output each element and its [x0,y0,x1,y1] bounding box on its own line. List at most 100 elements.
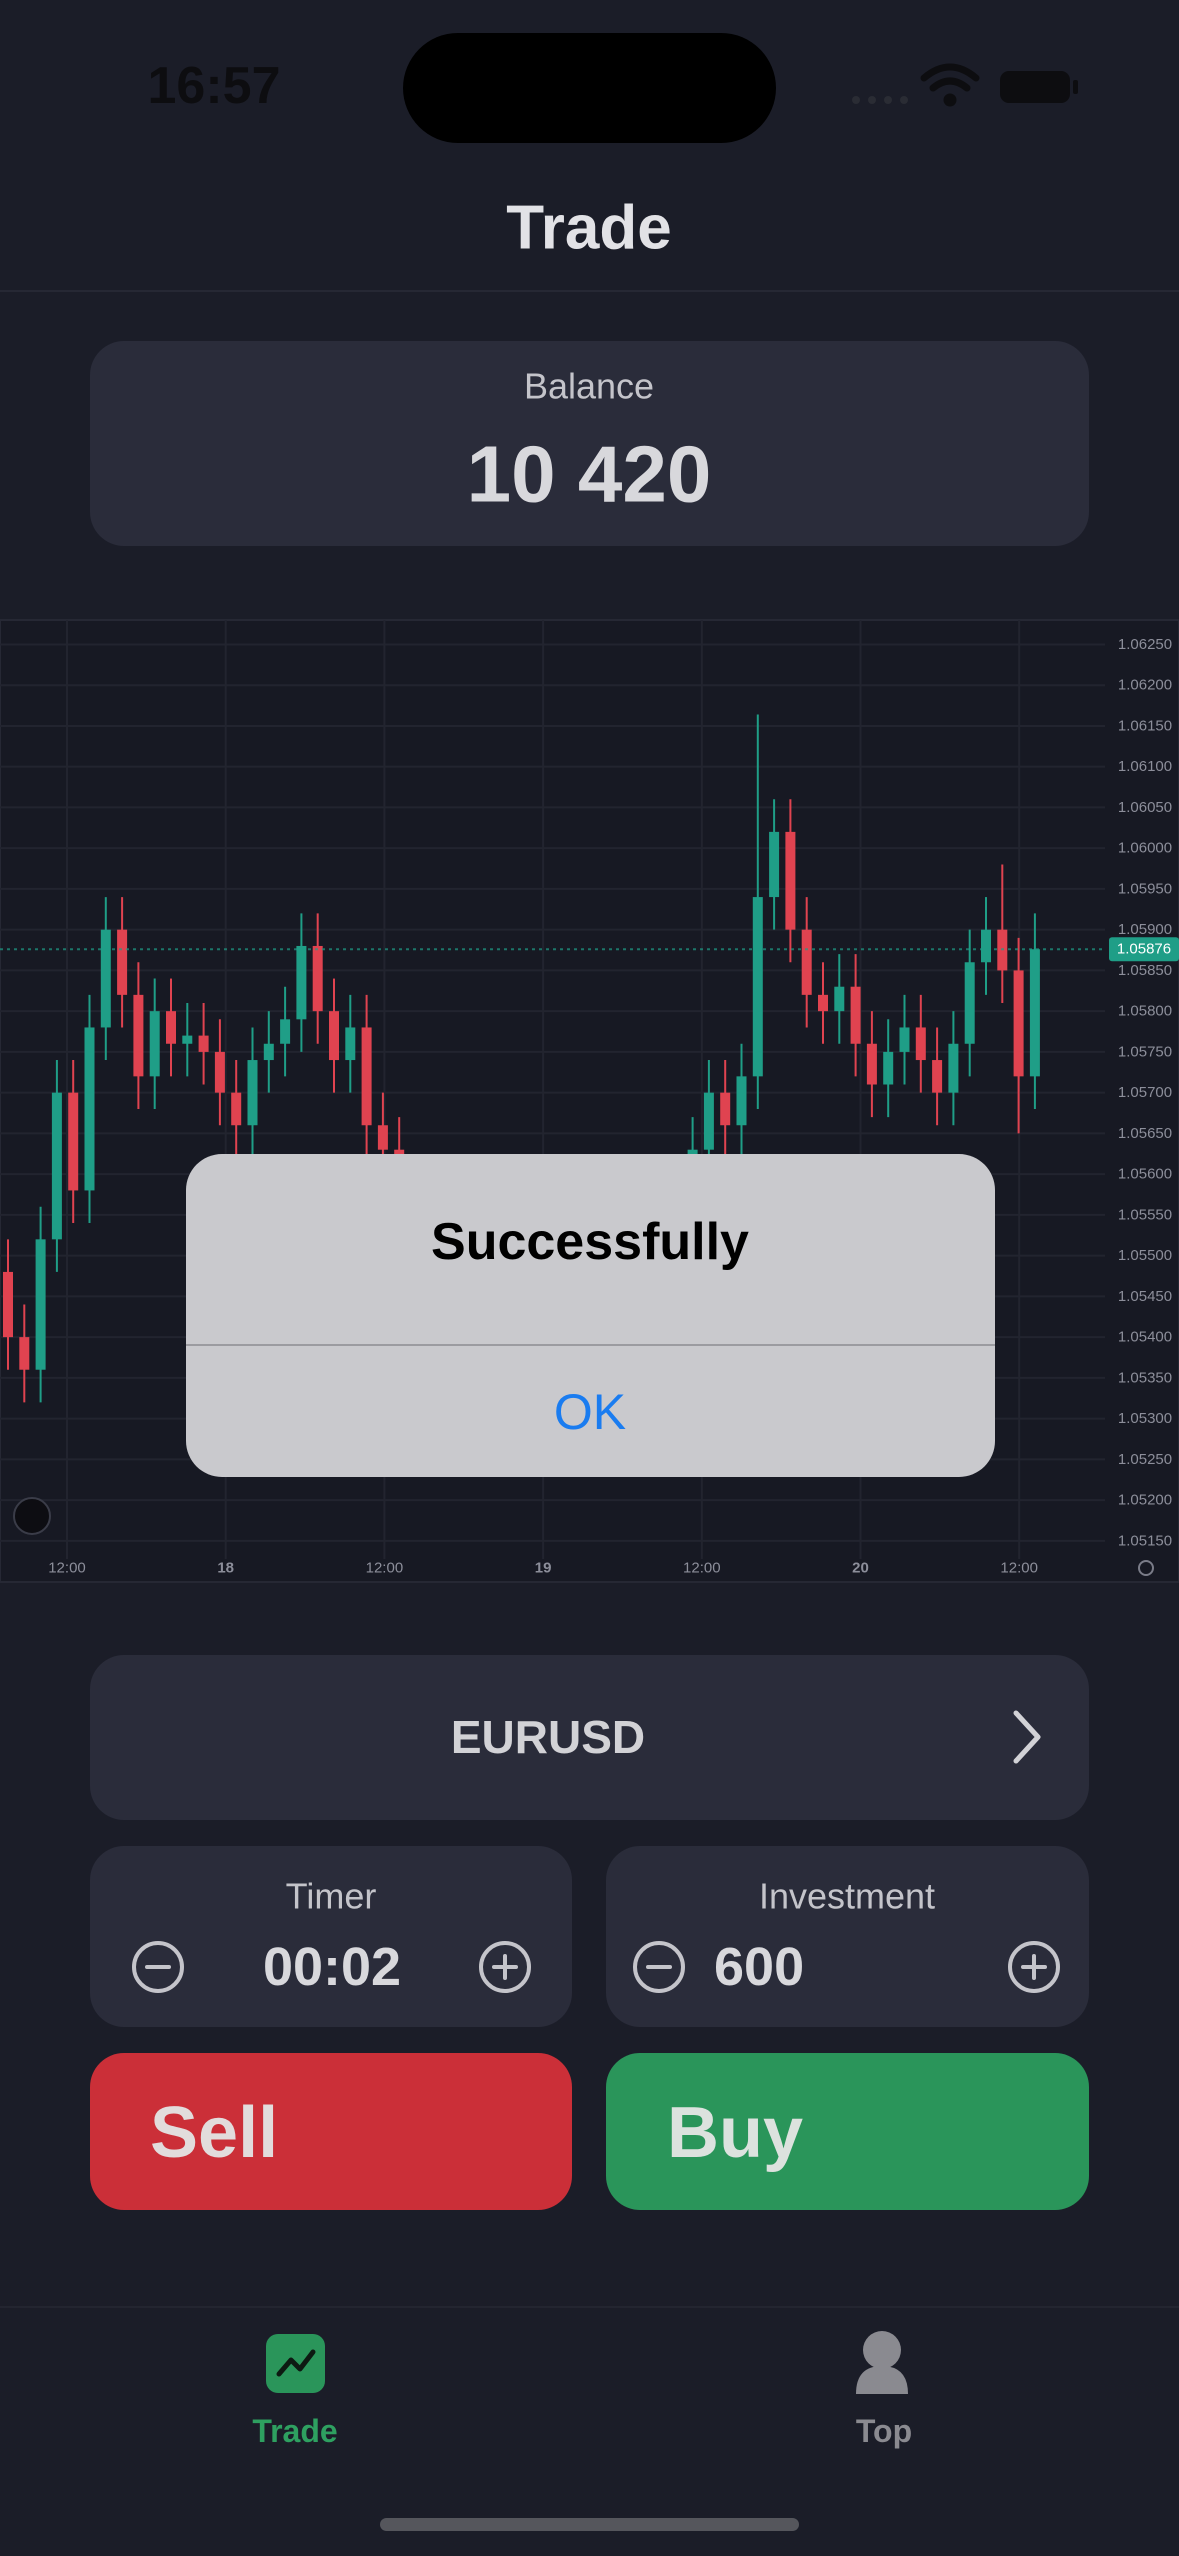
investment-plus[interactable] [1008,1941,1060,1993]
candle-body [231,1092,242,1126]
candle-body [345,1027,356,1061]
screen-title: Trade [506,194,671,263]
y-tick-label: 1.06100 [1118,758,1172,775]
battery-icon [1000,71,1070,103]
candle-body [883,1051,894,1085]
candle-body [1029,949,1040,1077]
timer-card [90,1846,572,2027]
person-icon-head [863,2331,901,2369]
y-tick-label: 1.06050 [1118,799,1172,816]
candle-body [703,1092,714,1150]
timer-plus[interactable] [479,1941,531,1993]
candle-body [818,994,828,1012]
candle-body [1013,970,1024,1077]
sell-label: Sell [150,2093,278,2173]
dynamic-island [403,33,776,143]
candle-body [149,1011,160,1077]
candle-body [769,831,780,898]
y-tick-label: 1.05350 [1118,1369,1172,1386]
y-tick-label: 1.06150 [1118,717,1172,734]
y-tick-label: 1.05450 [1118,1288,1172,1305]
pair-label: EURUSD [451,1711,645,1763]
candle-body [263,1043,274,1061]
y-tick-label: 1.05250 [1118,1451,1172,1468]
wifi-icon [920,63,980,107]
candle-body [100,929,111,1028]
candle-body [899,1027,910,1052]
candle-body [801,929,812,995]
home-indicator [380,2518,799,2531]
alert-title: Successfully [431,1213,749,1271]
y-tick-label: 1.05300 [1118,1410,1172,1427]
candle-body [214,1051,225,1093]
candle-body [35,1239,46,1370]
status-time: 16:57 [148,57,281,115]
candle-body [720,1092,731,1126]
y-tick-label: 1.05500 [1118,1247,1172,1264]
candle-body [377,1125,388,1150]
x-tick-label: 12:00 [48,1560,86,1577]
candle-body [948,1043,959,1093]
last-price-tag [1109,937,1179,962]
y-tick-label: 1.05900 [1118,921,1172,938]
tab-trade[interactable]: Trade [252,2334,338,2449]
trade-icon-line [276,2349,316,2377]
investment-card [606,1846,1089,2027]
tab-label: Trade [252,2413,337,2449]
y-tick-label: 1.05150 [1118,1532,1172,1549]
balance-card [90,341,1089,546]
buy-button[interactable] [606,2053,1089,2210]
candle-body [182,1035,193,1044]
x-tick-label: 12:00 [1000,1560,1038,1577]
y-tick-label: 1.05850 [1118,962,1172,979]
investment-value[interactable]: 600 [714,1937,804,1997]
battery-tip [1073,80,1078,94]
candle-body [3,1271,13,1338]
candle-body [361,1027,372,1126]
timer-value: 00:02 [263,1937,401,1997]
candle-body [915,1027,926,1061]
investment-minus[interactable] [633,1941,685,1993]
y-tick-label: 1.05200 [1118,1492,1172,1509]
y-tick-label: 1.05750 [1118,1043,1172,1060]
y-tick-label: 1.05600 [1118,1166,1172,1183]
candle-body [329,1011,339,1061]
alert-dialog [186,1154,995,1477]
candle-body [247,1060,258,1126]
investment-label: Investment [759,1876,935,1917]
x-tick-label: 20 [852,1560,869,1577]
timer-minus[interactable] [132,1941,184,1993]
candle-body [19,1337,30,1370]
timer-label: Timer [286,1876,377,1917]
x-tick-label: 12:00 [683,1560,721,1577]
candle-body [964,962,975,1044]
x-tick-label: 19 [535,1560,552,1577]
x-tick-label: 18 [217,1560,234,1577]
tab-label: Top [856,2413,912,2449]
x-tick-label: 12:00 [366,1560,404,1577]
y-tick-label: 1.05650 [1118,1125,1172,1142]
alert-ok-button[interactable]: OK [554,1384,626,1440]
candle-body [932,1060,943,1093]
y-tick-label: 1.06200 [1118,677,1172,694]
candle-body [834,986,845,1012]
y-tick-label: 1.05700 [1118,1084,1172,1101]
candle-body [166,1011,176,1044]
sell-button[interactable] [90,2053,572,2210]
chevron-icon [1013,1710,1041,1764]
pair-selector[interactable] [90,1655,1089,1820]
buy-label: Buy [667,2093,803,2173]
candle-body [785,831,796,930]
candle-body [850,986,861,1044]
tab-top[interactable]: Top [856,2331,912,2449]
signal-icon [852,96,908,104]
y-tick-label: 1.06250 [1118,636,1172,653]
y-tick-label: 1.05950 [1118,880,1172,897]
chart-settings-icon[interactable] [1138,1560,1154,1576]
candle-body [296,945,307,1020]
y-tick-label: 1.05800 [1118,1003,1172,1020]
candle-body [752,897,763,1077]
y-tick-label: 1.05550 [1118,1206,1172,1223]
